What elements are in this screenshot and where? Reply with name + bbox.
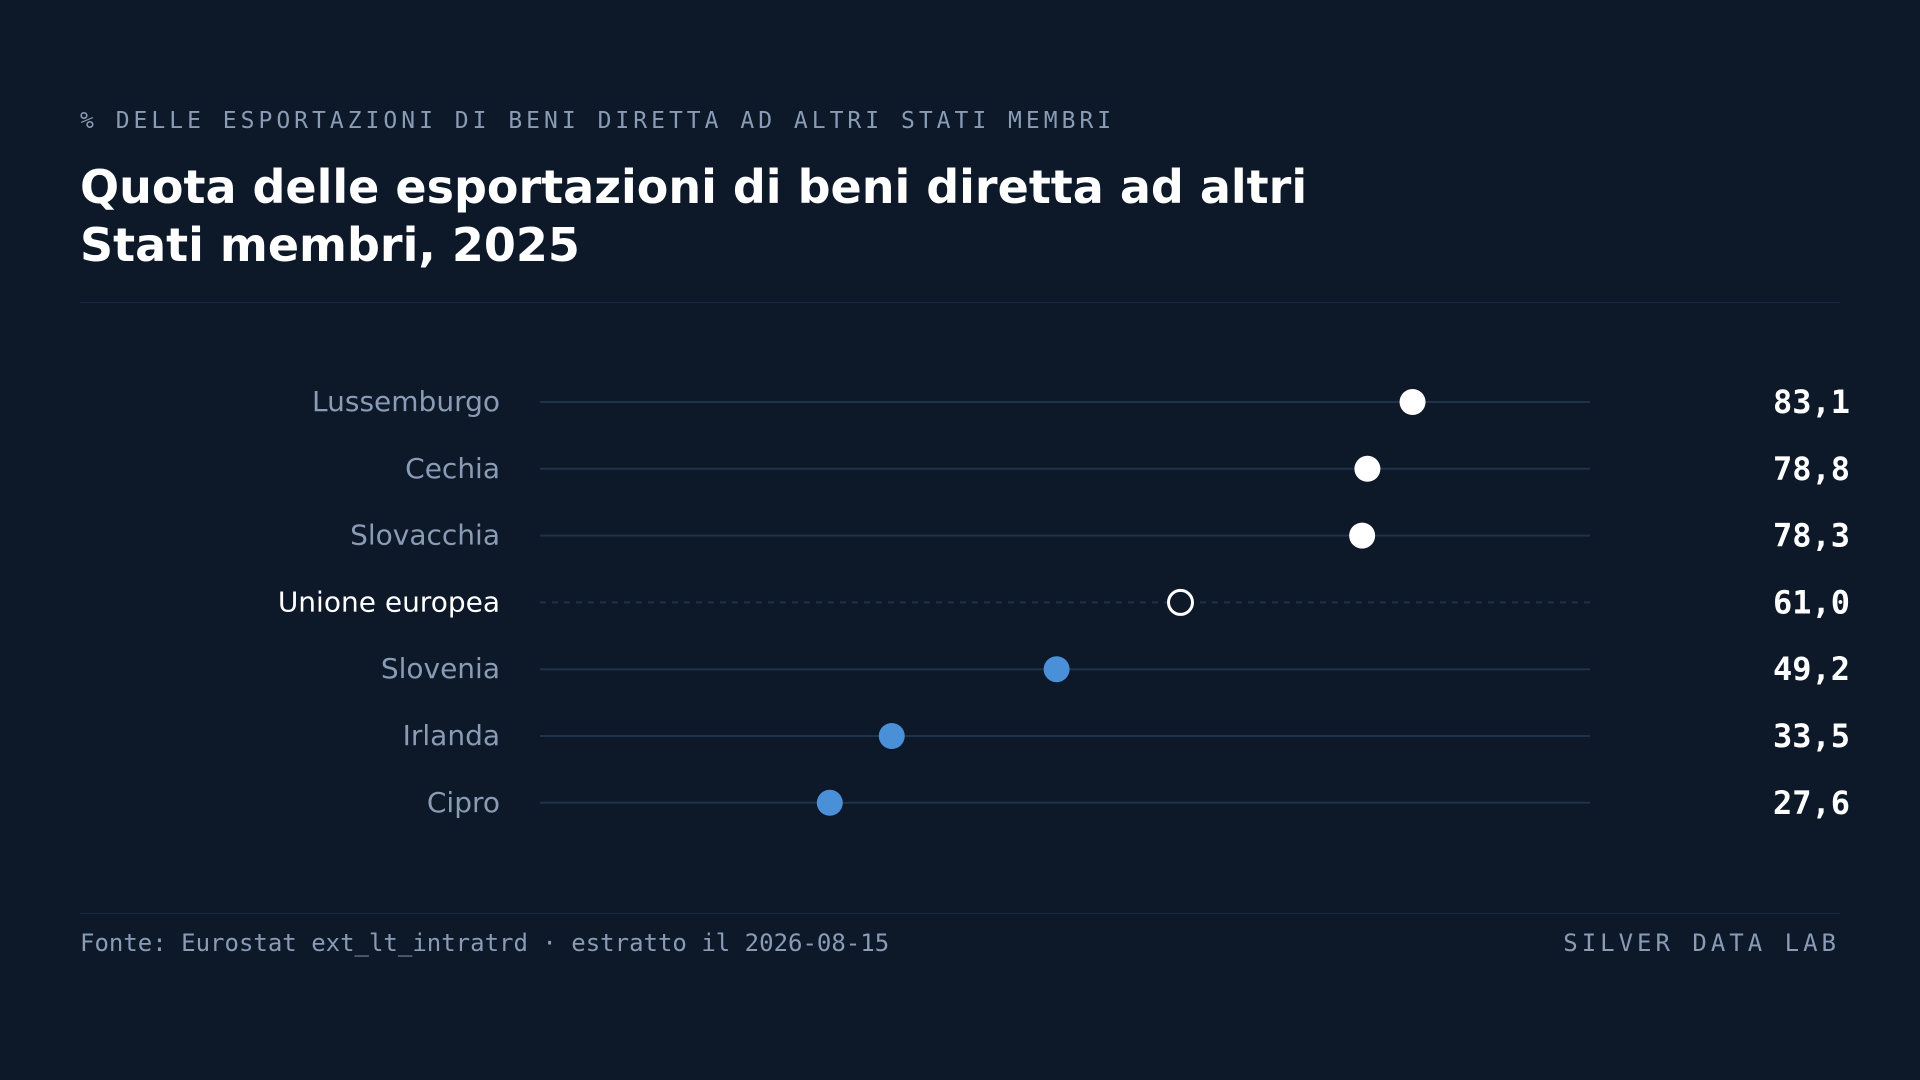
- chart-row: Cipro 27,6: [427, 784, 1850, 822]
- chart-title-line-2: Stati membri, 2025: [80, 218, 580, 272]
- value-label: 83,1: [1773, 383, 1850, 421]
- chart-kicker: % DELLE ESPORTAZIONI DI BENI DIRETTA AD …: [80, 108, 1116, 134]
- footer-divider: [80, 913, 1840, 914]
- chart-row: Lussemburgo 83,1: [312, 383, 1850, 421]
- data-point: [878, 723, 905, 749]
- source-note: Fonte: Eurostat ext_lt_intratrd · estrat…: [80, 929, 890, 957]
- data-point: [1349, 522, 1376, 549]
- category-label: Cechia: [405, 452, 500, 485]
- reference-dot: [1167, 588, 1194, 616]
- chart-title: Quota delle esportazioni di beni diretta…: [80, 158, 1480, 274]
- data-point: [1043, 656, 1070, 683]
- data-point: [1399, 389, 1426, 415]
- category-label: Irlanda: [403, 719, 500, 752]
- chart-row: Cechia 78,8: [405, 450, 1850, 488]
- data-point: [816, 789, 843, 816]
- value-label: 78,8: [1773, 450, 1850, 488]
- header-divider: [80, 302, 1840, 303]
- value-label: 49,2: [1773, 650, 1850, 688]
- chart-row: Slovenia 49,2: [381, 650, 1850, 688]
- chart-row: Unione europea 61,0: [278, 583, 1850, 621]
- category-label: Slovenia: [381, 652, 500, 685]
- value-label: 61,0: [1773, 583, 1850, 621]
- value-label: 78,3: [1773, 517, 1850, 555]
- category-label: Unione europea: [278, 585, 500, 618]
- brand-label: SILVER DATA LAB: [1563, 929, 1840, 957]
- category-label: Slovacchia: [350, 519, 500, 552]
- value-label: 33,5: [1773, 717, 1850, 755]
- chart-row: Irlanda 33,5: [403, 717, 1850, 755]
- category-label: Cipro: [427, 786, 500, 819]
- chart-row: Slovacchia 78,3: [350, 517, 1850, 555]
- data-point: [1354, 455, 1381, 482]
- category-label: Lussemburgo: [312, 385, 500, 418]
- value-label: 27,6: [1773, 784, 1850, 822]
- chart-title-line-1: Quota delle esportazioni di beni diretta…: [80, 160, 1308, 214]
